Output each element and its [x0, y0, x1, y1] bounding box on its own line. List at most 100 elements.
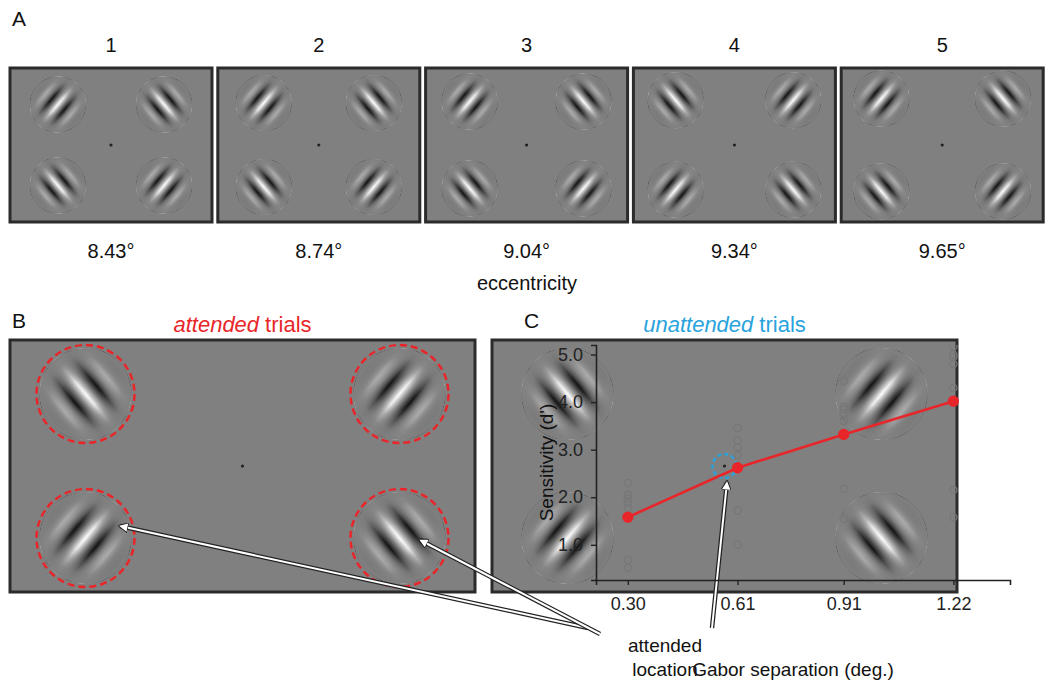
- eccentricity-label: 9.65°: [919, 240, 966, 262]
- gabor: [335, 473, 465, 603]
- tick: [591, 402, 596, 403]
- mean-point: [839, 429, 849, 439]
- chart: 0.300.610.911.221.02.03.04.05.0Sensitivi…: [536, 343, 1011, 680]
- gabor-stripes: [430, 62, 509, 141]
- subject-point: [840, 485, 847, 492]
- gabor: [817, 329, 947, 459]
- tick-label: 1.0: [558, 535, 583, 555]
- panel-title: attendedtrials: [173, 312, 311, 337]
- gabor-stripes: [21, 473, 151, 603]
- frame-number: 3: [521, 34, 532, 56]
- subject-point: [734, 507, 741, 514]
- tick-label: 0.91: [827, 594, 862, 614]
- gabor: [964, 59, 1043, 138]
- gabor: [21, 473, 151, 603]
- subject-point: [950, 360, 957, 367]
- caption: eccentricity: [477, 272, 577, 294]
- eccentricity-label: 9.04°: [503, 240, 550, 262]
- gabor-envelope: [18, 65, 97, 144]
- gabor-envelope: [503, 473, 633, 603]
- series: [623, 396, 959, 522]
- gabor-envelope: [430, 62, 509, 141]
- arrow: [120, 526, 588, 628]
- tick-group: 1.0: [558, 535, 596, 555]
- gabor: [21, 329, 151, 459]
- fixation-dot: [241, 464, 244, 467]
- tick: [591, 449, 596, 450]
- gabor: [503, 473, 633, 603]
- panel-a: 18.43°28.74°39.04°49.34°59.65°eccentrici…: [10, 34, 1043, 294]
- gabor-stripes: [125, 65, 204, 144]
- panel-label: A: [12, 7, 26, 30]
- frame-number: 5: [937, 34, 948, 56]
- fixation-dot: [525, 143, 528, 146]
- subject-point: [734, 541, 741, 548]
- subject-point: [840, 515, 847, 522]
- tick-group: 4.0: [558, 392, 596, 412]
- subject-point: [624, 479, 631, 486]
- tick-group: 0.30: [611, 580, 646, 614]
- fixation-dot: [109, 143, 112, 146]
- tick-group: 1.22: [936, 580, 971, 614]
- gabor: [125, 65, 204, 144]
- gabor-envelope: [754, 150, 833, 229]
- gabor-envelope: [335, 329, 465, 459]
- tick-label: 5.0: [558, 345, 583, 365]
- gabor-envelope: [817, 329, 947, 459]
- panel-title: unattendedtrials: [643, 312, 806, 337]
- tick-label: 0.61: [721, 594, 756, 614]
- panel-label: C: [524, 309, 539, 332]
- eccentricity-label: 8.74°: [295, 240, 342, 262]
- attended-location: [351, 489, 449, 587]
- tick: [591, 545, 596, 546]
- gabor-envelope: [224, 64, 303, 143]
- gabor-stripes: [754, 150, 833, 229]
- tick-label: 2.0: [558, 487, 583, 507]
- callout: location: [632, 659, 698, 680]
- gabor-envelope: [964, 152, 1043, 231]
- figure: ABC18.43°28.74°39.04°49.34°59.65°eccentr…: [0, 0, 1050, 687]
- mean-point: [623, 512, 633, 522]
- gabor: [817, 473, 947, 603]
- tick-label: 3.0: [558, 440, 583, 460]
- series: [624, 345, 957, 571]
- tick: [843, 580, 844, 585]
- gabor-stripes: [335, 473, 465, 603]
- gabor-envelope: [334, 148, 413, 227]
- gabor-envelope: [334, 64, 413, 143]
- tick-group: 3.0: [558, 440, 596, 460]
- gabor: [842, 59, 921, 138]
- gabor-stripes: [21, 329, 151, 459]
- tick-label: 4.0: [558, 392, 583, 412]
- gabor-envelope: [335, 473, 465, 603]
- tick: [737, 580, 738, 585]
- tick-label: 1.22: [936, 594, 971, 614]
- tick-label: 0.30: [611, 594, 646, 614]
- subject-point: [734, 452, 741, 459]
- title-emphasis: unattended: [643, 312, 754, 337]
- gabor-stripes: [964, 59, 1043, 138]
- gabor-stripes: [334, 64, 413, 143]
- fixation-dot: [941, 143, 944, 146]
- subject-point: [840, 410, 847, 417]
- subject-point: [734, 425, 741, 432]
- gabor-stripes: [224, 64, 303, 143]
- panel-b: attendedtrials unattendedtrials attended lo…: [10, 312, 957, 680]
- gabor: [544, 62, 623, 141]
- gabor-stripes: [18, 146, 97, 225]
- gabor-stripes: [18, 65, 97, 144]
- attended-location: [351, 345, 449, 443]
- gabor: [430, 62, 509, 141]
- gabor: [334, 64, 413, 143]
- tick: [591, 354, 596, 355]
- gabor: [335, 329, 465, 459]
- title-emphasis: attended: [173, 312, 259, 337]
- gabor: [18, 65, 97, 144]
- plot-area: [623, 345, 959, 571]
- title-text: trials: [759, 312, 805, 337]
- gabor-stripes: [430, 149, 509, 228]
- mean-point: [948, 396, 958, 406]
- gabor-stripes: [544, 62, 623, 141]
- gabor-stripes: [544, 149, 623, 228]
- gabor: [964, 152, 1043, 231]
